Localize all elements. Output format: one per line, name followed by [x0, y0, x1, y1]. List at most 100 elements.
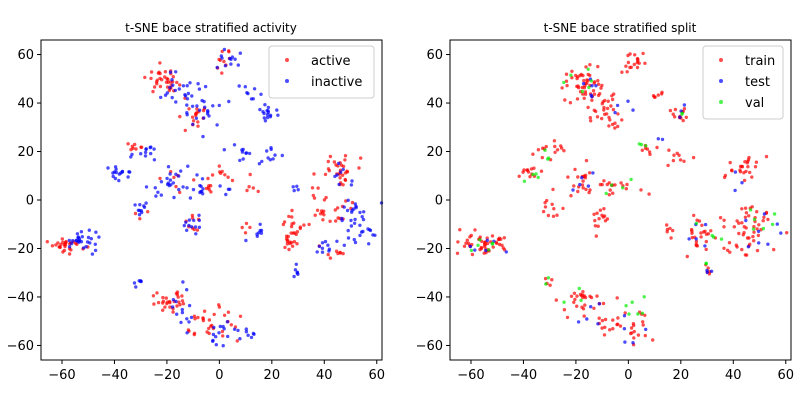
scatter-point-inactive — [268, 115, 273, 119]
scatter-point-train — [595, 115, 600, 119]
scatter-point-active — [307, 222, 311, 227]
scatter-point-train — [560, 86, 564, 90]
scatter-point-inactive — [346, 236, 351, 240]
scatter-point-active — [244, 221, 249, 226]
scatter-point-active — [50, 244, 55, 248]
scatter-point-train — [553, 144, 557, 149]
y-tick-label: −40 — [7, 290, 34, 305]
y-tick-label: 20 — [426, 145, 443, 160]
scatter-point-active — [126, 142, 130, 146]
scatter-point-inactive — [294, 262, 298, 266]
x-tick-label: −40 — [101, 368, 128, 383]
scatter-point-active — [340, 173, 345, 177]
scatter-point-test — [779, 231, 783, 235]
scatter-point-val — [579, 298, 583, 303]
scatter-point-train — [611, 327, 615, 331]
scatter-point-train — [690, 229, 694, 233]
scatter-point-val — [531, 172, 535, 177]
scatter-point-train — [554, 298, 558, 302]
scatter-point-train — [637, 61, 641, 65]
scatter-point-inactive — [67, 245, 72, 249]
scatter-point-test — [762, 212, 767, 216]
scatter-point-val — [604, 191, 608, 196]
scatter-point-train — [605, 106, 610, 111]
scatter-point-train — [667, 148, 671, 152]
scatter-point-inactive — [214, 343, 218, 347]
scatter-point-train — [584, 187, 588, 192]
scatter-point-inactive — [269, 147, 273, 152]
x-tick-label: 60 — [368, 368, 385, 383]
scatter-point-train — [629, 331, 633, 336]
scatter-point-train — [606, 99, 610, 103]
scatter-point-inactive — [130, 152, 134, 157]
scatter-point-inactive — [215, 65, 219, 70]
scatter-point-train — [602, 214, 607, 218]
scatter-point-inactive — [171, 181, 175, 185]
scatter-point-train — [728, 160, 732, 165]
scatter-point-inactive — [295, 270, 300, 274]
scatter-point-inactive — [342, 205, 346, 209]
scatter-point-active — [156, 300, 161, 305]
scatter-point-train — [564, 72, 569, 76]
scatter-point-inactive — [335, 239, 339, 243]
scatter-point-train — [632, 329, 636, 334]
scatter-point-active — [240, 225, 244, 230]
scatter-point-train — [740, 221, 744, 225]
scatter-point-train — [564, 79, 569, 83]
scatter-point-train — [616, 112, 620, 116]
scatter-point-inactive — [368, 228, 372, 232]
scatter-point-train — [555, 148, 560, 152]
scatter-point-val — [487, 248, 491, 252]
scatter-point-train — [592, 92, 597, 96]
scatter-point-inactive — [320, 246, 325, 250]
scatter-point-active — [323, 172, 328, 177]
y-tick-label: 0 — [435, 194, 443, 209]
scatter-point-train — [640, 148, 644, 152]
scatter-point-train — [647, 150, 652, 154]
scatter-point-inactive — [293, 268, 298, 272]
scatter-point-train — [613, 121, 617, 125]
scatter-point-inactive — [337, 161, 341, 166]
scatter-point-train — [600, 326, 604, 330]
scatter-point-inactive — [185, 331, 189, 335]
scatter-point-train — [608, 188, 612, 192]
scatter-point-inactive — [207, 114, 211, 118]
scatter-point-inactive — [232, 143, 237, 147]
scatter-point-active — [328, 154, 333, 159]
scatter-point-val — [719, 237, 724, 241]
scatter-point-train — [671, 228, 675, 233]
scatter-point-train — [522, 168, 526, 172]
scatter-point-inactive — [222, 47, 227, 52]
scatter-point-val — [522, 179, 527, 183]
scatter-point-inactive — [320, 250, 325, 254]
scatter-point-active — [129, 147, 133, 152]
scatter-point-test — [757, 241, 761, 245]
scatter-point-train — [581, 179, 585, 183]
scatter-point-inactive — [169, 183, 173, 187]
scatter-point-active — [338, 250, 342, 255]
scatter-point-inactive — [175, 312, 179, 316]
scatter-point-inactive — [252, 87, 257, 91]
scatter-point-active — [217, 164, 221, 168]
scatter-point-test — [597, 302, 601, 306]
scatter-point-train — [665, 223, 669, 227]
scatter-point-inactive — [265, 108, 269, 113]
scatter-point-active — [324, 195, 328, 200]
scatter-point-train — [581, 307, 586, 311]
plot-split: t-SNE bace stratified split −60 −40 −20 0 20… — [416, 21, 794, 383]
scatter-point-test — [756, 229, 761, 234]
scatter-point-val — [636, 312, 640, 316]
scatter-point-inactive — [341, 167, 345, 172]
scatter-point-train — [588, 116, 592, 120]
scatter-point-inactive — [214, 335, 218, 339]
scatter-point-active — [222, 313, 227, 317]
scatter-point-train — [611, 318, 615, 322]
scatter-point-train — [746, 165, 750, 169]
x-tick-label: 20 — [264, 368, 281, 383]
scatter-point-train — [497, 237, 501, 242]
x-tick-label: 40 — [725, 368, 742, 383]
scatter-point-val — [621, 186, 625, 190]
scatter-point-inactive — [280, 153, 284, 158]
scatter-point-inactive — [128, 170, 132, 174]
scatter-point-inactive — [295, 184, 299, 188]
